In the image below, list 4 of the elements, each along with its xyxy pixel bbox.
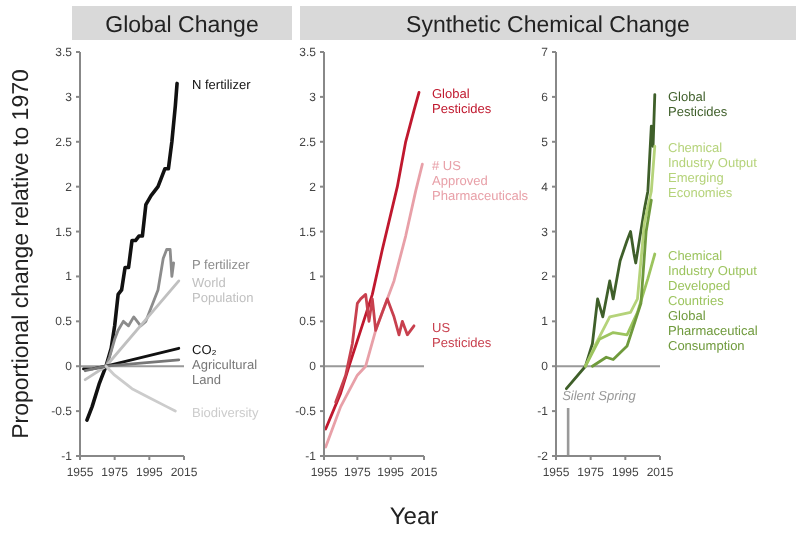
text: Synthetic Chemical Change: [406, 14, 690, 38]
y-axis-title: Proportional change relative to 1970: [10, 69, 34, 439]
chart-title: Global Change: [105, 14, 259, 38]
x-axis-title: Year: [389, 502, 439, 530]
